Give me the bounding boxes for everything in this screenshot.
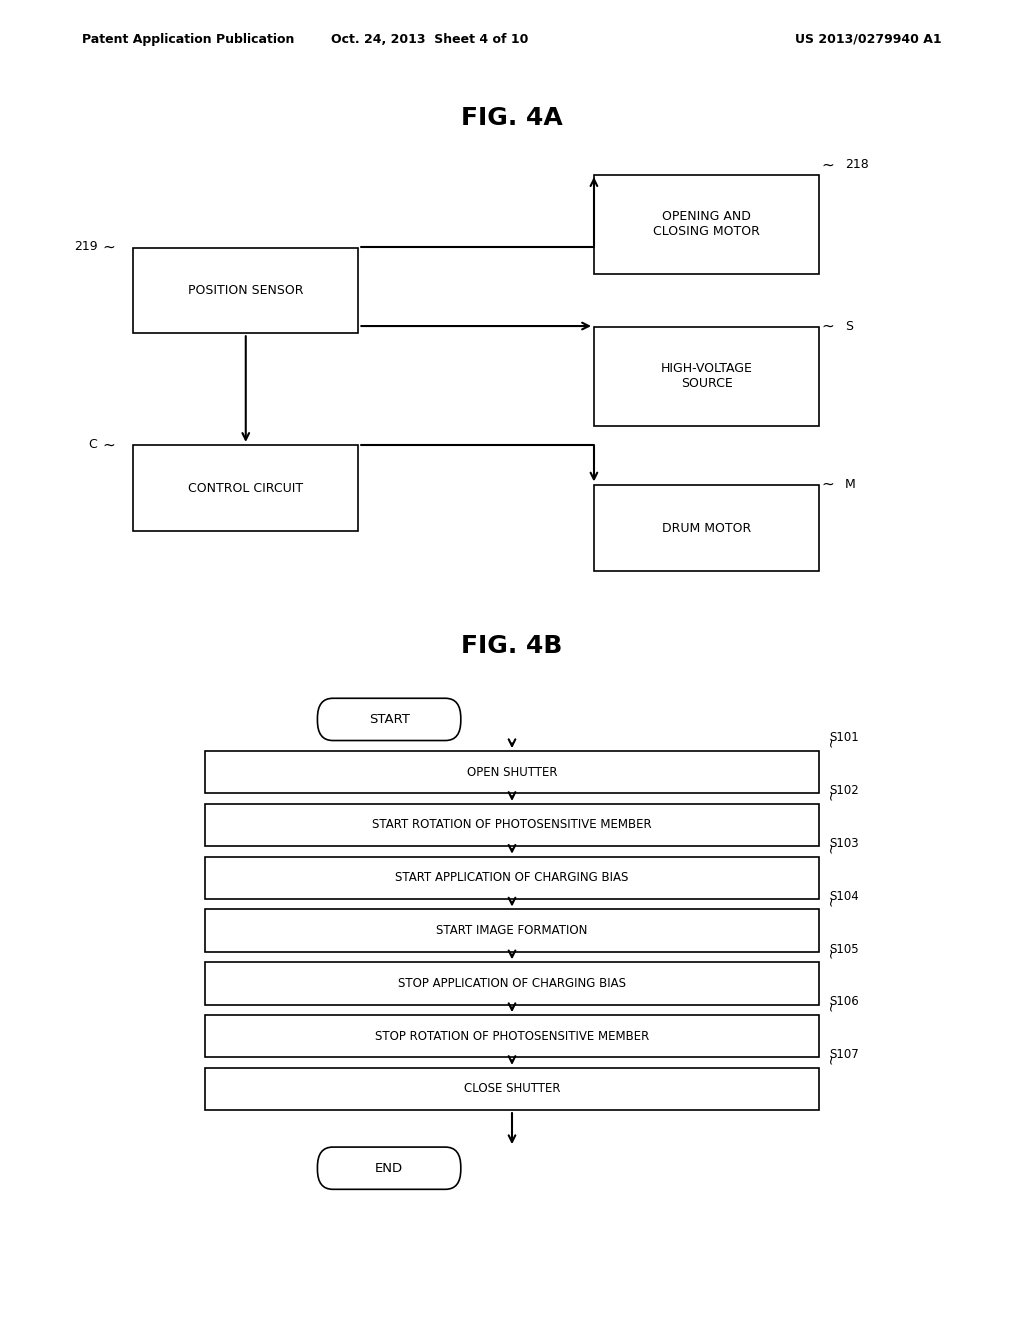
Text: ~: ~ — [822, 477, 835, 492]
FancyBboxPatch shape — [205, 751, 819, 793]
Text: CLOSE SHUTTER: CLOSE SHUTTER — [464, 1082, 560, 1096]
Text: ~: ~ — [822, 318, 835, 334]
Text: S107: S107 — [829, 1048, 859, 1061]
Text: 218: 218 — [845, 158, 868, 172]
FancyBboxPatch shape — [205, 1068, 819, 1110]
Text: POSITION SENSOR: POSITION SENSOR — [188, 284, 303, 297]
FancyBboxPatch shape — [317, 698, 461, 741]
Text: ~: ~ — [824, 788, 839, 800]
FancyBboxPatch shape — [594, 484, 819, 570]
Text: S: S — [845, 319, 853, 333]
Text: 219: 219 — [74, 240, 97, 253]
Text: CONTROL CIRCUIT: CONTROL CIRCUIT — [188, 482, 303, 495]
Text: S102: S102 — [829, 784, 859, 797]
Text: ~: ~ — [824, 1052, 839, 1064]
Text: S101: S101 — [829, 731, 859, 744]
Text: ~: ~ — [824, 841, 839, 853]
Text: OPENING AND
CLOSING MOTOR: OPENING AND CLOSING MOTOR — [653, 210, 760, 239]
Text: ~: ~ — [824, 946, 839, 958]
Text: S106: S106 — [829, 995, 859, 1008]
Text: STOP APPLICATION OF CHARGING BIAS: STOP APPLICATION OF CHARGING BIAS — [398, 977, 626, 990]
Text: END: END — [375, 1162, 403, 1175]
Text: DRUM MOTOR: DRUM MOTOR — [662, 521, 752, 535]
FancyBboxPatch shape — [133, 445, 358, 531]
Text: ~: ~ — [824, 735, 839, 747]
Text: S103: S103 — [829, 837, 859, 850]
Text: ~: ~ — [102, 239, 115, 255]
FancyBboxPatch shape — [205, 857, 819, 899]
FancyBboxPatch shape — [133, 248, 358, 333]
Text: START ROTATION OF PHOTOSENSITIVE MEMBER: START ROTATION OF PHOTOSENSITIVE MEMBER — [372, 818, 652, 832]
Text: US 2013/0279940 A1: US 2013/0279940 A1 — [796, 33, 942, 46]
FancyBboxPatch shape — [205, 909, 819, 952]
FancyBboxPatch shape — [205, 1015, 819, 1057]
Text: S105: S105 — [829, 942, 859, 956]
Text: START IMAGE FORMATION: START IMAGE FORMATION — [436, 924, 588, 937]
FancyBboxPatch shape — [205, 804, 819, 846]
FancyBboxPatch shape — [594, 176, 819, 275]
Text: ~: ~ — [824, 999, 839, 1011]
FancyBboxPatch shape — [317, 1147, 461, 1189]
Text: ~: ~ — [822, 157, 835, 173]
FancyBboxPatch shape — [205, 962, 819, 1005]
Text: FIG. 4B: FIG. 4B — [462, 634, 562, 657]
Text: Patent Application Publication: Patent Application Publication — [82, 33, 294, 46]
Text: FIG. 4A: FIG. 4A — [461, 106, 563, 129]
Text: S104: S104 — [829, 890, 859, 903]
Text: Oct. 24, 2013  Sheet 4 of 10: Oct. 24, 2013 Sheet 4 of 10 — [332, 33, 528, 46]
Text: ~: ~ — [824, 894, 839, 906]
Text: START: START — [369, 713, 410, 726]
Text: ~: ~ — [102, 437, 115, 453]
Text: START APPLICATION OF CHARGING BIAS: START APPLICATION OF CHARGING BIAS — [395, 871, 629, 884]
FancyBboxPatch shape — [594, 327, 819, 425]
Text: M: M — [845, 478, 855, 491]
Text: STOP ROTATION OF PHOTOSENSITIVE MEMBER: STOP ROTATION OF PHOTOSENSITIVE MEMBER — [375, 1030, 649, 1043]
Text: OPEN SHUTTER: OPEN SHUTTER — [467, 766, 557, 779]
Text: HIGH-VOLTAGE
SOURCE: HIGH-VOLTAGE SOURCE — [660, 362, 753, 391]
Text: C: C — [88, 438, 97, 451]
